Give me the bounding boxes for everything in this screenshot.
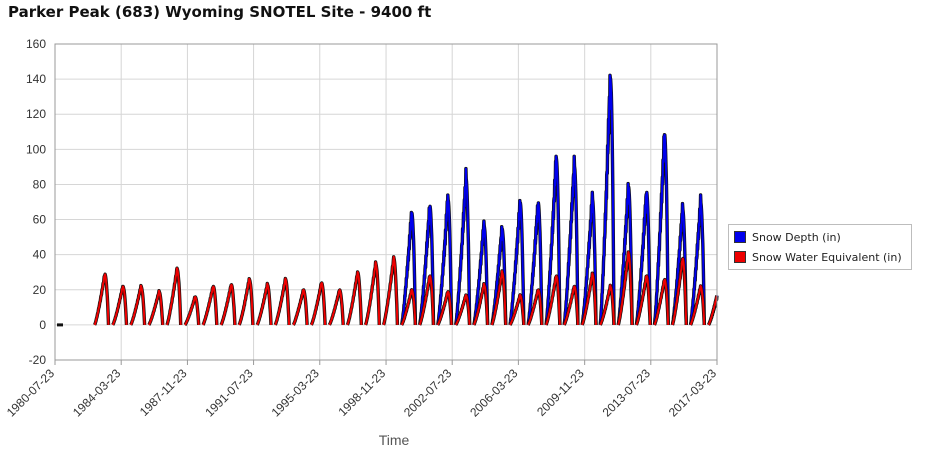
snow-depth-season-line	[418, 205, 435, 326]
y-tick-label: -20	[29, 353, 47, 367]
swe-season-line	[400, 288, 417, 326]
snow-depth-season-line	[635, 191, 652, 326]
legend-label-swe: Snow Water Equivalent (in)	[752, 250, 902, 264]
y-tick-label: 40	[33, 248, 47, 262]
swe-season-line	[93, 273, 110, 326]
y-tick-label: 0	[39, 318, 46, 332]
y-tick-label: 80	[33, 177, 47, 191]
x-tick-label: 2002-07-23	[401, 366, 455, 420]
swe-season-line	[707, 295, 718, 326]
swe-season-line	[274, 277, 291, 326]
swe-season-line	[364, 261, 381, 326]
snow-depth-season-line	[581, 191, 597, 326]
x-tick-label: 2017-03-23	[666, 366, 720, 420]
swe-season-line	[202, 285, 218, 326]
swe-season-line	[238, 277, 254, 326]
snow-depth-season-line	[653, 133, 670, 326]
y-tick-label: 120	[26, 107, 46, 121]
snow-depth-season-line	[472, 220, 489, 326]
x-axis-label: Time	[379, 432, 410, 448]
series-snow-depth	[399, 73, 719, 327]
swe-season-line	[581, 272, 597, 326]
swe-season-line	[689, 284, 706, 326]
x-tick-label: 1995-03-23	[269, 366, 323, 420]
series-swe	[57, 250, 719, 327]
snow-depth-season-line	[545, 155, 561, 326]
swe-season-line	[418, 275, 435, 326]
swe-season-line	[382, 255, 399, 326]
snow-depth-season-line	[617, 182, 634, 326]
swe-season-line	[165, 267, 182, 326]
swe-season-line	[563, 285, 579, 326]
x-tick-label: 2006-03-23	[467, 366, 521, 420]
swe-season-line	[292, 289, 309, 326]
swe-season-line	[256, 282, 272, 326]
legend-item-snow-depth[interactable]: Snow Depth (in)	[734, 230, 841, 244]
snow-depth-season-line	[689, 194, 706, 326]
swe-season-line	[490, 270, 507, 326]
x-tick-label: 1980-07-23	[4, 366, 58, 420]
swe-season-line	[617, 251, 634, 326]
swe-season-line	[635, 275, 652, 326]
swe-season-line	[184, 296, 200, 326]
y-tick-label: 60	[33, 213, 47, 227]
swe-season-line	[671, 257, 688, 326]
snow-depth-season-line	[400, 211, 417, 326]
swe-season-line	[111, 285, 128, 326]
swe-season-line	[220, 283, 236, 326]
y-tick-label: 100	[26, 142, 46, 156]
x-tick-label: 1991-07-23	[202, 366, 256, 420]
x-tick-label: 1984-03-23	[70, 366, 124, 420]
x-tick-label: 1998-11-23	[335, 366, 388, 419]
legend-label-snow-depth: Snow Depth (in)	[752, 230, 841, 244]
legend-item-swe[interactable]: Snow Water Equivalent (in)	[734, 250, 902, 264]
series-layer	[57, 73, 719, 327]
snow-depth-season-line	[527, 201, 543, 326]
swe-season-line	[472, 282, 489, 326]
swe-season-line	[509, 293, 525, 326]
swe-season-line	[545, 275, 561, 326]
swe-season-line	[436, 290, 453, 326]
swe-season-line	[129, 284, 146, 326]
x-tick-label: 1987-11-23	[137, 366, 190, 419]
y-axis: 160 140 120 100 80 60 40 20 0 -20	[26, 37, 46, 367]
y-tick-label: 140	[26, 72, 46, 86]
chart-title: Parker Peak (683) Wyoming SNOTEL Site - …	[8, 3, 432, 21]
swe-season-line	[346, 271, 363, 326]
snow-depth-season-line	[508, 199, 525, 326]
swe-season-line	[599, 284, 615, 326]
legend-swatch-snow-depth	[734, 231, 746, 243]
legend-swatch-swe	[734, 251, 746, 263]
snow-depth-season-line	[436, 194, 453, 326]
x-tick-label: 2009-11-23	[534, 366, 587, 419]
legend: Snow Depth (in) Snow Water Equivalent (i…	[728, 224, 912, 270]
y-tick-label: 160	[26, 37, 46, 51]
x-tick-label: 2013-07-23	[600, 366, 654, 420]
swe-season-line	[527, 289, 543, 326]
y-tick-label: 20	[33, 283, 47, 297]
snow-depth-season-line	[563, 155, 579, 326]
swe-season-line	[310, 282, 327, 326]
x-axis: 1980-07-23 1984-03-23 1987-11-23 1991-07-23…	[4, 360, 720, 420]
snow-depth-season-line	[454, 167, 471, 326]
swe-season-line	[653, 278, 670, 326]
swe-season-line	[148, 289, 164, 326]
swe-season-line	[454, 294, 471, 326]
swe-season-line	[328, 289, 345, 326]
snow-depth-season-line	[599, 74, 615, 325]
